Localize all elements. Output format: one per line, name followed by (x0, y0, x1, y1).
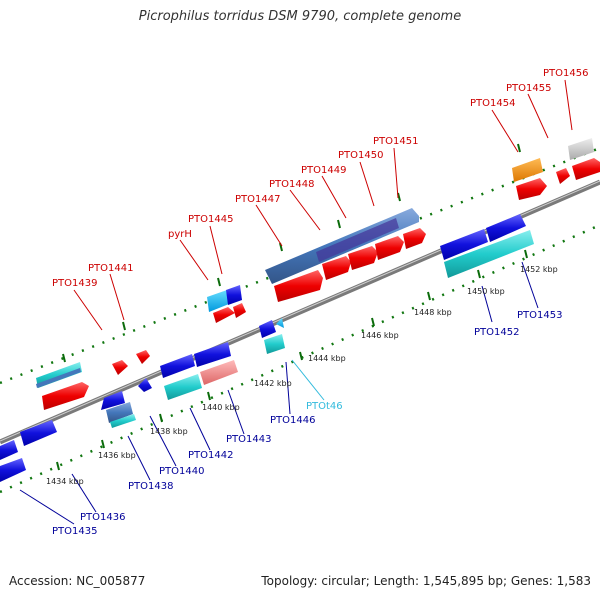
gene-PTO1445b-block[interactable] (213, 307, 235, 323)
gene-PTO1452b-block[interactable] (486, 214, 526, 242)
accession-text: Accession: NC_005877 (9, 574, 146, 588)
reverse-strand-genes (0, 214, 534, 482)
trna-label[interactable]: PTOt46 (306, 401, 343, 412)
gene-label[interactable]: PTO1442 (188, 450, 233, 461)
scale-label: 1438 kbp (150, 427, 188, 436)
gene-label[interactable]: PTO1443 (226, 434, 271, 445)
trna-connector (291, 359, 325, 401)
gene-PTO1449-block[interactable] (322, 256, 351, 280)
gene-PTO1456-block[interactable] (568, 138, 594, 160)
gene-PTO1438-block[interactable] (101, 391, 125, 410)
gene-PTO1438b-block[interactable] (106, 402, 133, 423)
gene-PTO1446-block[interactable] (259, 320, 276, 338)
gene-PTO1452a-block[interactable] (440, 229, 488, 260)
gene-label[interactable]: PTO1454 (470, 98, 515, 109)
gene-PTO1445-block[interactable] (226, 285, 242, 305)
gene-label[interactable]: PTO1448 (269, 179, 314, 190)
gene-PTO1439-block[interactable] (112, 360, 128, 375)
scale-label: 1452 kbp (520, 265, 558, 274)
scale-label: 1446 kbp (361, 331, 399, 340)
lower-label-connectors (19, 261, 539, 525)
gene-PTO1442b-block[interactable] (194, 342, 231, 367)
lower-track-ticks (56, 249, 528, 471)
gene-PTO1443-block[interactable] (200, 360, 238, 385)
gene-PTO1448-block[interactable] (274, 270, 323, 302)
gene-label[interactable]: pyrH (168, 229, 192, 240)
gene-PTO1446b-block[interactable] (264, 334, 285, 354)
gene-PTO1441-block[interactable] (136, 350, 150, 364)
gene-label[interactable]: PTO1436 (80, 512, 125, 523)
topology-text: Topology: circular; Length: 1,545,895 bp… (261, 574, 591, 588)
scale-label: 1434 kbp (46, 477, 84, 486)
gene-PTOt46-block[interactable] (276, 318, 284, 328)
gene-label[interactable]: PTO1435 (52, 526, 97, 537)
gene-label[interactable]: PTO1455 (506, 83, 551, 94)
upper-track-ticks (62, 143, 521, 363)
scale-label: 1436 kbp (98, 451, 136, 460)
forward-strand-genes (36, 138, 600, 410)
gene-PTO1440-block[interactable] (138, 378, 152, 392)
gene-label[interactable]: PTO1452 (474, 327, 519, 338)
gene-label[interactable]: PTO1450 (338, 150, 383, 161)
gene-PTO1454-block[interactable] (512, 158, 543, 182)
scale-label: 1444 kbp (308, 354, 346, 363)
gene-PTO1456b-block[interactable] (572, 158, 600, 180)
scale-label: 1450 kbp (467, 287, 505, 296)
gene-label[interactable]: PTO1456 (543, 68, 588, 79)
gene-PTO1455-block[interactable] (556, 168, 570, 184)
gene-PTO1442a-block[interactable] (160, 354, 195, 378)
gene-label[interactable]: PTO1438 (128, 481, 173, 492)
gene-PTO1433-block[interactable] (0, 440, 18, 460)
gene-label[interactable]: PTO1441 (88, 263, 133, 274)
gene-PTO1436-block[interactable] (20, 420, 57, 446)
gene-label[interactable]: PTO1440 (159, 466, 204, 477)
gene-pyrH-block[interactable] (207, 290, 229, 312)
gene-PTO1446r-block[interactable] (233, 303, 246, 318)
gene-label[interactable]: PTO1447 (235, 194, 280, 205)
gene-label[interactable]: PTO1445 (188, 214, 233, 225)
genome-title: Picrophilus torridus DSM 9790, complete … (138, 9, 462, 24)
scale-label: 1448 kbp (414, 308, 452, 317)
gene-PTO1452-block[interactable] (444, 230, 534, 278)
gene-PTO1442-block[interactable] (164, 374, 202, 400)
scale-label: 1440 kbp (202, 403, 240, 412)
gene-label[interactable]: PTO1446 (270, 415, 315, 426)
upper-label-connectors (73, 79, 573, 331)
gene-label[interactable]: PTO1451 (373, 136, 418, 147)
gene-label[interactable]: PTO1449 (301, 165, 346, 176)
gene-PTO1450-block[interactable] (348, 246, 378, 270)
gene-PTO1454b-block[interactable] (516, 178, 547, 200)
gene-PTO1435-block[interactable] (0, 458, 26, 482)
gene-PTO1451b-block[interactable] (403, 228, 426, 249)
gene-PTO1451-block[interactable] (375, 236, 404, 260)
scale-label: 1442 kbp (254, 379, 292, 388)
gene-label[interactable]: PTO1453 (517, 310, 562, 321)
gene-PTO1437-block[interactable] (42, 382, 89, 410)
gene-label[interactable]: PTO1439 (52, 278, 97, 289)
